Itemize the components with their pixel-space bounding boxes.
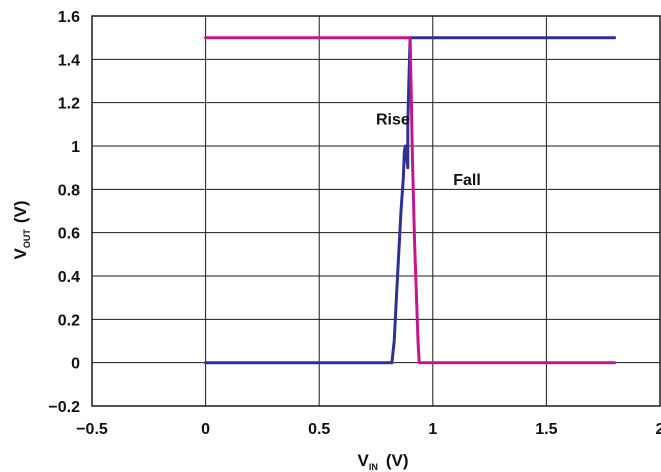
x-tick-label: 1.5: [535, 421, 557, 438]
plot-border: [91, 15, 661, 407]
y-tick-label: 0: [71, 356, 80, 373]
x-axis-title: VIN (V): [357, 451, 408, 472]
annotation-fall: Fall: [453, 172, 481, 189]
y-tick-label: 0.2: [58, 312, 80, 329]
y-axis-title-unit: (V): [11, 200, 30, 223]
y-tick-label: 0.6: [58, 226, 80, 243]
x-axis-title-unit: (V): [386, 451, 409, 470]
y-tick-label: 0.8: [58, 182, 80, 199]
y-tick-label: 1.4: [58, 52, 80, 69]
x-tick-label: 2: [656, 421, 661, 438]
y-tick-label: 1: [71, 139, 80, 156]
y-axis-title-sub: OUT: [22, 229, 32, 249]
tick-labels: −0.5 0 0.5 1 1.5 2 −0.2 0 0.2 0.4 0.6 0.8 1 1.2 1.4 1.6: [48, 9, 661, 438]
y-tick-label: −0.2: [48, 399, 80, 416]
x-tick-label: 0: [201, 421, 210, 438]
y-tick-label: 0.4: [58, 269, 80, 286]
y-axis-title: VOUT (V): [11, 200, 32, 259]
plot-area: [92, 16, 660, 406]
x-tick-label: −0.5: [76, 421, 108, 438]
series-line-1: [204, 36, 617, 365]
y-tick-label: 1.2: [58, 96, 80, 113]
x-tick-label: 1: [428, 421, 437, 438]
annotation-rise: Rise: [376, 111, 410, 128]
plot-frame: [91, 15, 661, 407]
x-axis-title-main: V: [357, 451, 369, 470]
series-line-2: [204, 36, 617, 365]
annotations: Rise Fall: [376, 111, 481, 189]
y-axis-title-main: V: [11, 248, 30, 260]
x-axis-title-sub: IN: [369, 462, 378, 472]
series-layer: [204, 36, 617, 365]
x-tick-label: 0.5: [308, 421, 330, 438]
y-tick-label: 1.6: [58, 9, 80, 26]
